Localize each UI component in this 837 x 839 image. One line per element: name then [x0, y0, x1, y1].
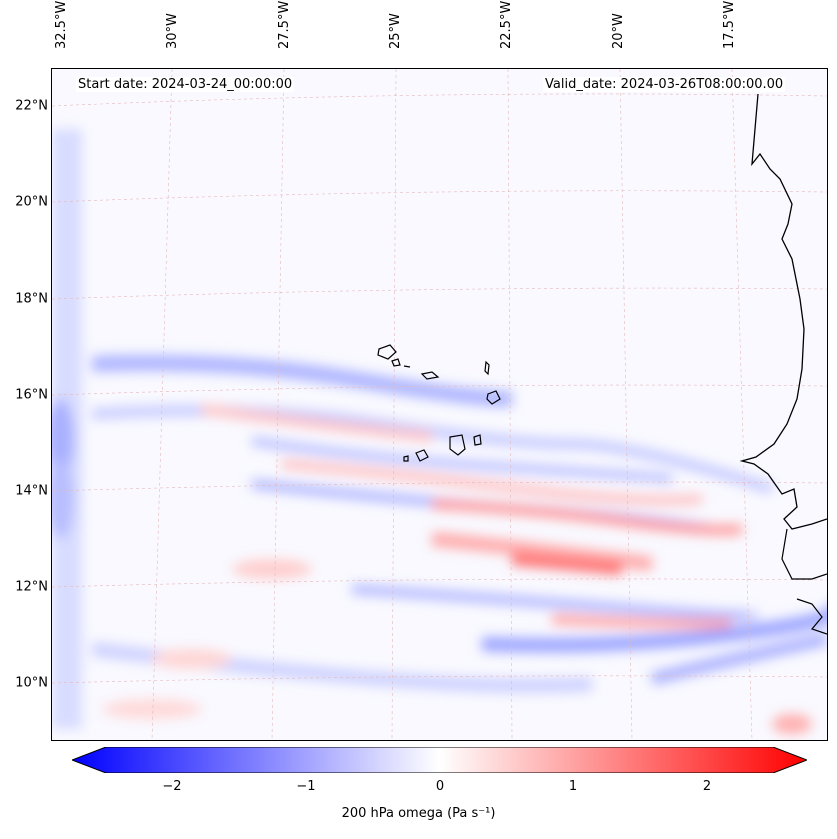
lon-label-20w: 20°W: [611, 13, 626, 49]
start-date-label: Start date: 2024-03-24_00:00:00: [76, 77, 295, 92]
lon-label-25w: 25°W: [388, 13, 403, 49]
lat-label-22n: 22°N: [15, 98, 48, 114]
lat-label-16n: 16°N: [15, 387, 48, 403]
graticule: [52, 69, 827, 740]
africa-coastline: [739, 93, 827, 530]
valid-date-label: Valid_date: 2024-03-26T08:00:00.00: [543, 77, 786, 92]
colorbar: [72, 747, 807, 773]
lat-label-10n: 10°N: [15, 675, 48, 691]
lat-label-20n: 20°N: [15, 194, 48, 210]
omega-map: [51, 68, 828, 741]
cb-tick-0: 0: [435, 779, 445, 794]
colorbar-label: 200 hPa omega (Pa s⁻¹): [341, 806, 496, 821]
lon-label-27-5w: 27.5°W: [277, 0, 292, 49]
lat-label-18n: 18°N: [15, 291, 48, 307]
lon-label-17-5w: 17.5°W: [722, 0, 737, 49]
lon-label-30w: 30°W: [165, 13, 180, 49]
omega-field: [52, 129, 827, 734]
cape-verde-islands: [377, 344, 501, 462]
cb-tick-neg1: −1: [296, 779, 316, 794]
guinea-coast: [781, 528, 827, 635]
cb-tick-2: 2: [702, 779, 712, 794]
lat-label-12n: 12°N: [15, 579, 48, 595]
lon-label-32-5w: 32.5°W: [54, 0, 69, 49]
cb-tick-1: 1: [568, 779, 578, 794]
cb-tick-neg2: −2: [162, 779, 182, 794]
lat-label-14n: 14°N: [15, 483, 48, 499]
lon-label-22-5w: 22.5°W: [499, 0, 514, 49]
